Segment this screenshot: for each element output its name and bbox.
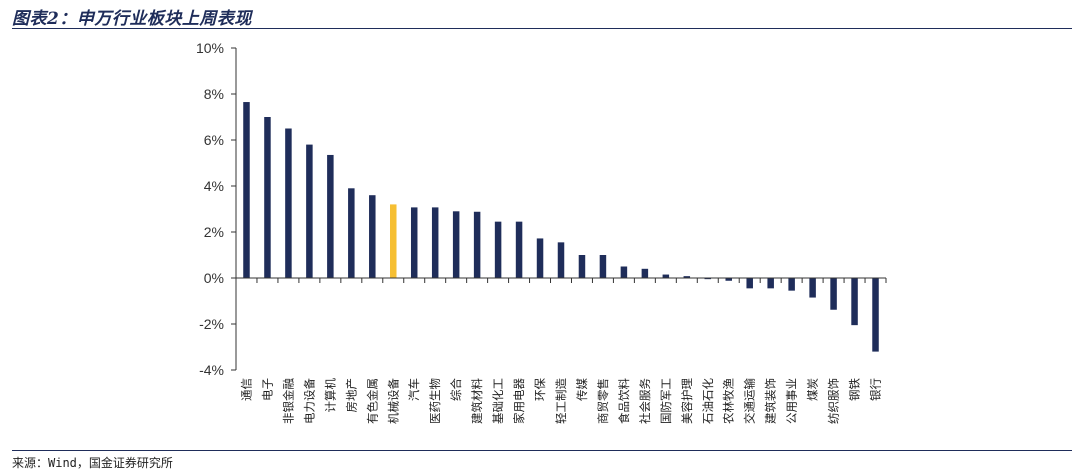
- bar-公用事业: [788, 278, 795, 291]
- chart-svg: -4% -2% 0% 2% 4% 6% 8% 10% 通信 电子 非银金融 电力设备 计算机 房地产 有色…: [196, 40, 887, 424]
- bar-建筑材料: [473, 211, 481, 278]
- y-tick-label: 10%: [196, 40, 224, 56]
- bar-煤炭: [809, 278, 816, 298]
- bar-通信: [243, 102, 250, 278]
- bar-建筑装饰: [767, 278, 774, 289]
- category-labels: 通信 电子 非银金融 电力设备 计算机 房地产 有色金属 机械设备 汽车 医药生物 综合 建筑材料 基础…: [239, 378, 882, 424]
- y-tick-label: 6%: [204, 132, 224, 148]
- bar-石油石化: [704, 278, 712, 280]
- category-label: 农林牧渔: [722, 378, 736, 424]
- category-label: 社会服务: [638, 378, 652, 424]
- bar-综合: [452, 211, 460, 278]
- bar-电子: [264, 117, 271, 278]
- category-label: 银行: [869, 378, 883, 401]
- bar-轻工制造: [557, 242, 565, 278]
- category-label: 计算机: [323, 378, 337, 413]
- bar-医药生物: [431, 207, 439, 278]
- category-label: 综合: [449, 378, 463, 401]
- category-label: 轻工制造: [554, 378, 568, 424]
- category-label: 非银金融: [281, 378, 295, 424]
- category-label: 煤炭: [806, 378, 820, 401]
- y-axis: -4% -2% 0% 2% 4% 6% 8% 10%: [196, 40, 237, 378]
- figure-header: 图表2：申万行业板块上周表现: [0, 0, 1080, 30]
- source-note: 来源：Wind，国金证券研究所: [12, 456, 173, 470]
- category-label: 钢铁: [848, 378, 862, 401]
- bar-纺织服饰: [830, 278, 837, 310]
- bar-房地产: [348, 188, 355, 278]
- bar-家用电器: [515, 221, 523, 278]
- y-tick-label: 8%: [204, 86, 224, 102]
- category-label: 有色金属: [365, 378, 379, 424]
- category-label: 纺织服饰: [827, 378, 841, 424]
- bar-商贸零售: [599, 255, 607, 278]
- bar-社会服务: [641, 268, 649, 278]
- x-axis: [235, 277, 887, 283]
- category-label: 汽车: [407, 378, 421, 401]
- category-label: 环保: [533, 378, 547, 401]
- bar-银行: [872, 278, 879, 352]
- bar-chart: -4% -2% 0% 2% 4% 6% 8% 10% 通信 电子 非银金融 电力设备 计算机 房地产 有色…: [0, 30, 1080, 448]
- y-tick-label: -4%: [199, 362, 224, 378]
- category-label: 医药生物: [428, 378, 442, 424]
- category-label: 基础化工: [491, 378, 505, 424]
- bar-有色金属: [369, 195, 376, 278]
- category-label: 公用事业: [785, 378, 799, 424]
- category-label: 房地产: [344, 378, 358, 413]
- bar-农林牧渔: [725, 278, 732, 281]
- bar-交通运输: [746, 278, 753, 289]
- category-label: 电力设备: [302, 378, 316, 424]
- bar-电力设备: [306, 144, 313, 278]
- category-label: 商贸零售: [596, 378, 610, 424]
- category-label: 家用电器: [512, 378, 526, 424]
- bar-基础化工: [494, 221, 502, 278]
- y-tick-label: -2%: [199, 316, 224, 332]
- bars-group: [243, 102, 879, 352]
- category-label: 传媒: [575, 378, 589, 401]
- category-label: 国防军工: [659, 378, 673, 424]
- figure-title: 图表2：申万行业板块上周表现: [12, 9, 252, 29]
- category-label: 建筑材料: [470, 378, 484, 424]
- category-label: 石油石化: [701, 378, 715, 424]
- y-tick-label: 4%: [204, 178, 224, 194]
- bar-钢铁: [851, 278, 858, 326]
- category-label: 美容护理: [680, 378, 694, 424]
- category-label: 食品饮料: [617, 378, 631, 424]
- bar-美容护理: [683, 276, 691, 278]
- footer-divider: [12, 450, 1072, 451]
- bar-环保: [536, 238, 544, 278]
- bar-计算机: [327, 154, 334, 278]
- category-label: 通信: [239, 378, 253, 401]
- bar-传媒: [578, 255, 586, 278]
- bar-食品饮料: [620, 266, 628, 278]
- category-label: 电子: [260, 378, 274, 401]
- category-label: 建筑装饰: [764, 378, 778, 424]
- header-divider: [12, 28, 1072, 29]
- y-tick-label: 2%: [204, 224, 224, 240]
- bar-国防军工: [662, 274, 670, 278]
- y-tick-label: 0%: [204, 270, 224, 286]
- bar-汽车: [410, 207, 418, 278]
- bar-非银金融: [285, 128, 292, 278]
- category-label: 机械设备: [386, 378, 400, 424]
- bar-机械设备: [390, 204, 397, 278]
- category-label: 交通运输: [743, 378, 757, 424]
